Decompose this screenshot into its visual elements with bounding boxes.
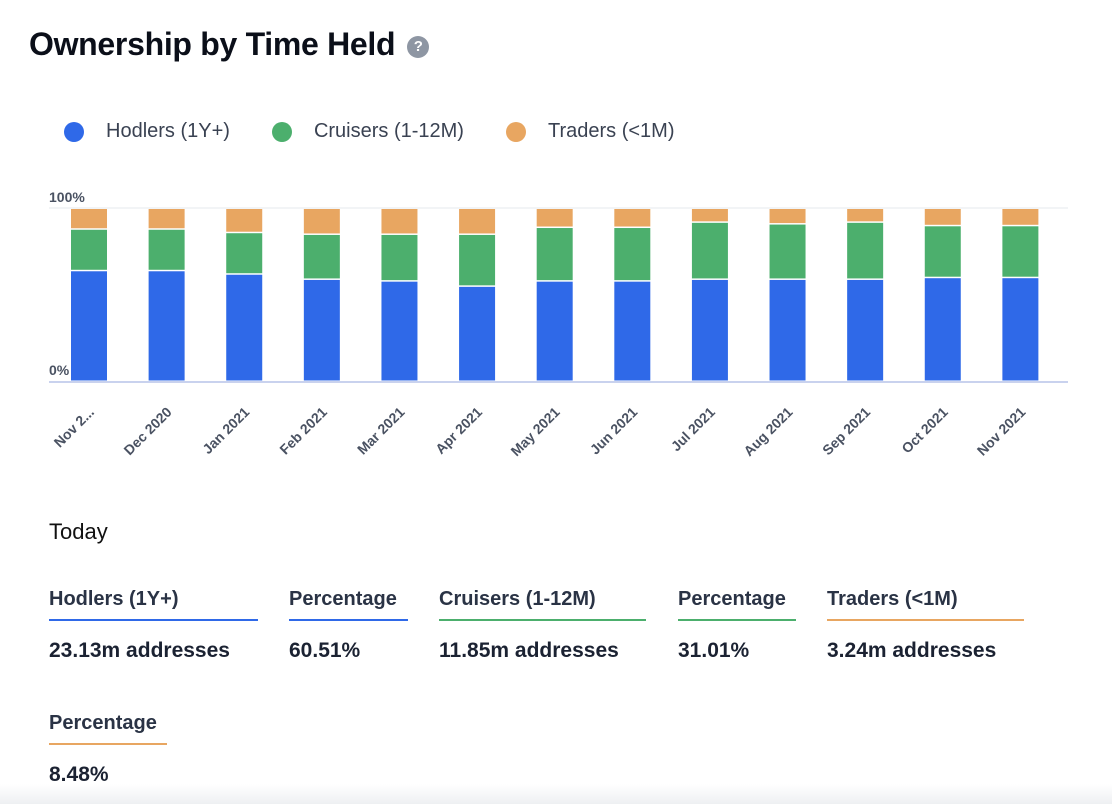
chart-legend: Hodlers (1Y+) Cruisers (1-12M) Traders (… [64,120,716,143]
bar-segment-hodlers-2 [226,274,263,381]
bar-segment-cruisers-12 [1002,226,1039,277]
page-title: Ownership by Time Held [29,26,396,62]
bar-segment-cruisers-5 [459,234,496,286]
bar-segment-hodlers-8 [691,279,728,381]
stat-hodlers-label: Hodlers (1Y+) [49,588,258,621]
bar-segment-traders-4 [381,209,418,234]
stat-cruisers-pct-label: Percentage [678,588,796,621]
bar-segment-hodlers-1 [148,271,185,381]
bar-segment-hodlers-7 [614,281,651,381]
bar-segment-hodlers-12 [1002,278,1039,381]
today-label: Today [49,519,108,544]
bar-segment-cruisers-7 [614,228,651,281]
help-icon[interactable]: ? [407,35,430,58]
bar-segment-traders-3 [303,209,340,234]
x-tick-label-1: Dec 2020 [120,404,174,458]
bar-segment-cruisers-10 [847,222,884,279]
legend-label-hodlers: Hodlers (1Y+) [106,120,230,142]
bar-segment-traders-1 [148,209,185,229]
bar-segment-hodlers-0 [71,271,107,381]
x-tick-label-6: May 2021 [507,404,562,459]
legend-dot-hodlers [64,121,84,142]
stat-hodlers-percentage: Percentage 60.51% [289,588,408,663]
x-tick-label-10: Sep 2021 [819,404,873,458]
y-tick-label-bottom: 0% [49,362,70,378]
bar-segment-traders-0 [71,209,107,229]
legend-label-cruisers: Cruisers (1-12M) [313,120,464,142]
x-tick-label-5: Apr 2021 [432,404,485,457]
stat-traders-value: 3.24m addresses [827,639,997,662]
bar-segment-traders-7 [614,209,651,227]
stacked-bar-chart: 100% 0% Nov 2... Dec 2020 Jan 2021 Feb 2021 Ma… [49,189,1068,459]
x-tick-label-3: Feb 2021 [276,404,330,458]
stat-traders-pct-label: Percentage [49,712,167,745]
stat-traders-percentage: Percentage 8.48% [49,712,167,787]
bar-segment-cruisers-11 [924,226,961,277]
stat-traders-pct-value: 8.48% [49,763,109,786]
x-tick-label-2: Jan 2021 [199,404,252,457]
bar-segment-hodlers-11 [924,278,961,381]
y-tick-label-top: 100% [49,189,85,205]
bar-segment-cruisers-0 [71,229,107,270]
x-tick-label-0: Nov 2... [51,404,98,451]
legend-item-cruisers[interactable]: Cruisers (1-12M) [271,120,464,143]
legend-label-traders: Traders (<1M) [547,120,675,142]
bar-segment-traders-10 [847,209,884,222]
stat-hodlers-value: 23.13m addresses [49,639,230,662]
legend-item-hodlers[interactable]: Hodlers (1Y+) [64,120,230,143]
bar-segment-cruisers-6 [536,228,573,281]
bar-segment-hodlers-5 [459,286,496,381]
stat-cruisers-percentage: Percentage 31.01% [678,588,796,663]
bar-segment-cruisers-4 [381,234,418,281]
x-tick-label-12: Nov 2021 [974,404,1029,459]
x-tick-label-7: Jun 2021 [587,404,641,458]
bottom-fade [0,784,1112,804]
x-tick-label-4: Mar 2021 [354,404,408,458]
bar-segment-cruisers-9 [769,224,806,279]
stat-cruisers-value: 11.85m addresses [439,639,619,662]
bar-segment-traders-12 [1002,209,1039,225]
bar-segment-hodlers-9 [769,279,806,381]
x-tick-label-9: Aug 2021 [740,404,795,459]
stat-cruisers: Cruisers (1-12M) 11.85m addresses [439,588,646,663]
legend-item-traders[interactable]: Traders (<1M) [505,120,675,143]
stat-traders: Traders (<1M) 3.24m addresses [827,588,1024,663]
x-tick-label-11: Oct 2021 [898,404,951,457]
bar-segment-traders-6 [536,209,573,227]
bar-segment-hodlers-10 [847,279,884,381]
bar-segment-traders-9 [769,209,806,224]
bar-segment-traders-5 [459,209,496,234]
stat-traders-label: Traders (<1M) [827,588,1024,621]
bar-segment-traders-8 [691,209,728,222]
bar-segment-hodlers-6 [536,281,573,381]
bar-segment-traders-11 [924,209,961,225]
bar-segment-cruisers-3 [303,234,340,279]
bar-segment-cruisers-1 [148,229,185,270]
legend-dot-cruisers [271,121,292,142]
chart-title: Ownership by Time Held ? [29,26,430,63]
bar-segment-cruisers-2 [226,233,263,274]
legend-dot-traders [505,121,526,142]
stat-hodlers: Hodlers (1Y+) 23.13m addresses [49,588,258,663]
stat-cruisers-label: Cruisers (1-12M) [439,588,646,621]
bar-segment-hodlers-3 [303,279,340,381]
bar-segment-hodlers-4 [381,281,418,381]
stat-hodlers-pct-label: Percentage [289,588,408,621]
stat-hodlers-pct-value: 60.51% [289,639,361,662]
bar-segment-traders-2 [226,209,263,232]
stat-cruisers-pct-value: 31.01% [678,639,750,662]
x-tick-label-8: Jul 2021 [668,404,719,455]
bar-segment-cruisers-8 [691,222,728,279]
